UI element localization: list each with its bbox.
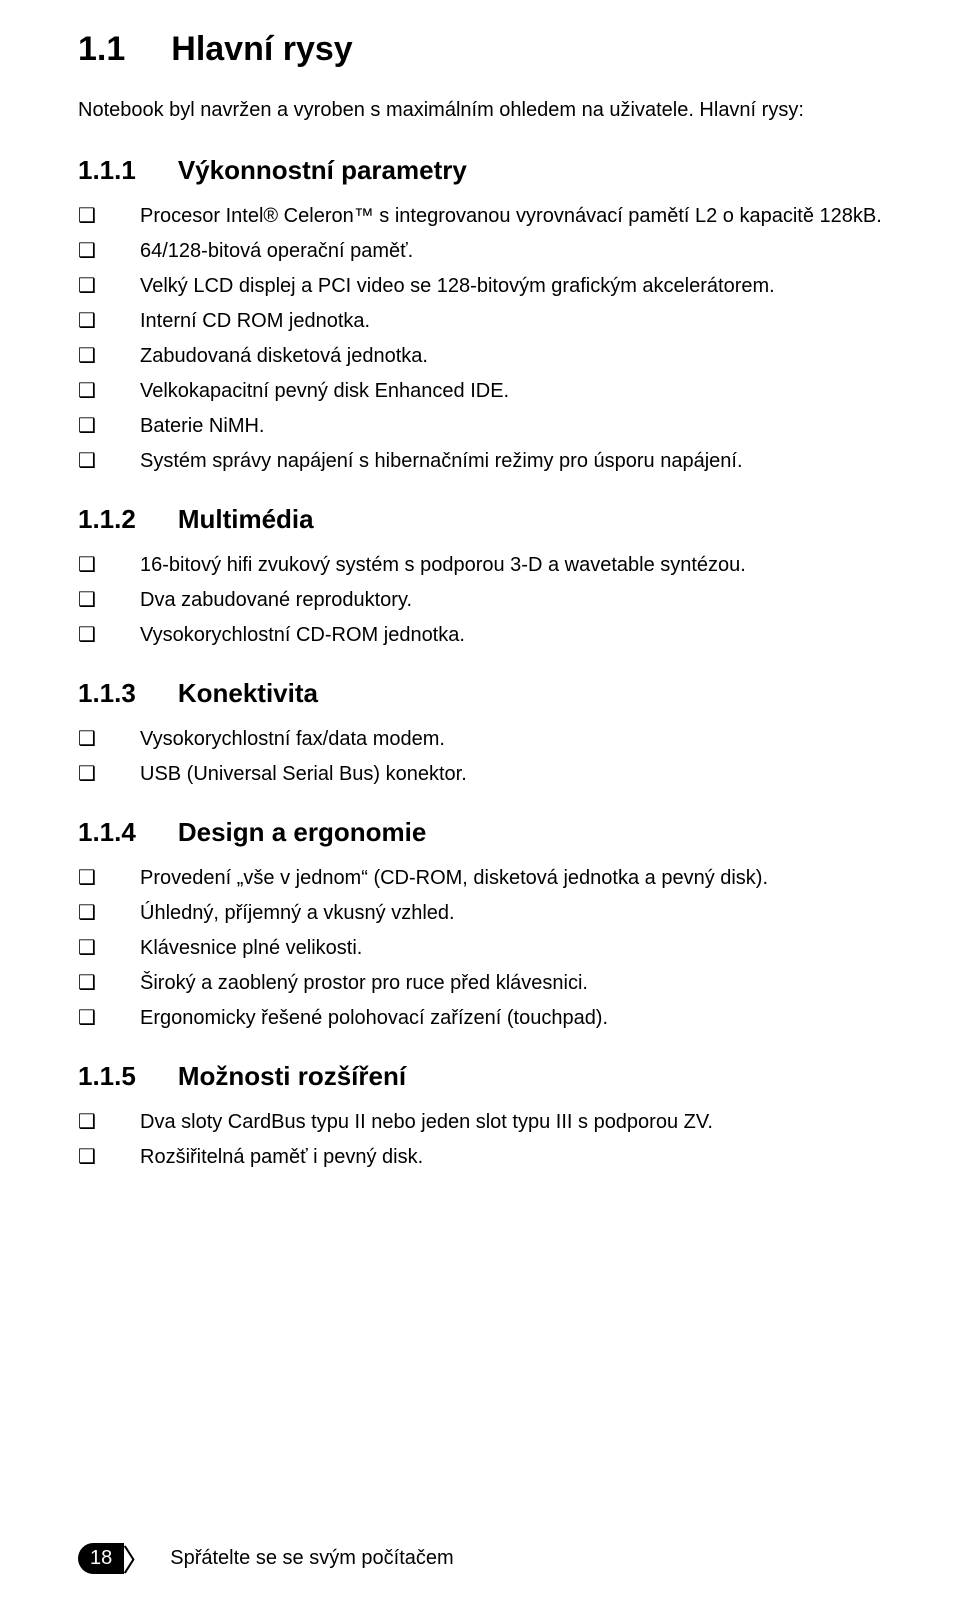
page-footer: 18 〉 Spřátelte se se svým počítačem <box>78 1536 454 1580</box>
section-heading: 1.1.5 Možnosti rozšíření <box>78 1061 912 1092</box>
section-list: 16-bitový hifi zvukový systém s podporou… <box>78 551 912 650</box>
section-title: Výkonnostní parametry <box>178 155 467 185</box>
list-item: Interní CD ROM jednotka. <box>78 307 912 336</box>
list-item: Velký LCD displej a PCI video se 128-bit… <box>78 272 912 301</box>
page-number: 18 <box>78 1543 124 1574</box>
footer-text: Spřátelte se se svým počítačem <box>170 1547 453 1570</box>
section-heading: 1.1.2 Multimédia <box>78 504 912 535</box>
section-number: 1.1.3 <box>78 678 136 708</box>
section-title: Design a ergonomie <box>178 817 427 847</box>
section-list: Vysokorychlostní fax/data modem. USB (Uni… <box>78 725 912 789</box>
list-item: Rozšiřitelná paměť i pevný disk. <box>78 1143 912 1172</box>
section-heading: 1.1.4 Design a ergonomie <box>78 817 912 848</box>
section-heading: 1.1.3 Konektivita <box>78 678 912 709</box>
section-list: Dva sloty CardBus typu II nebo jeden slo… <box>78 1108 912 1172</box>
section-number: 1.1.4 <box>78 817 136 847</box>
section-title: Multimédia <box>178 504 314 534</box>
heading-text: Hlavní rysy <box>171 30 352 68</box>
footer-decoration: 〉 <box>122 1536 152 1580</box>
list-item: USB (Universal Serial Bus) konektor. <box>78 760 912 789</box>
list-item: Procesor Intel® Celeron™ s integrovanou … <box>78 202 912 231</box>
section-number: 1.1.5 <box>78 1061 136 1091</box>
list-item: Ergonomicky řešené polohovací zařízení (… <box>78 1004 912 1033</box>
heading-number: 1.1 <box>78 30 125 68</box>
intro-paragraph: Notebook byl navržen a vyroben s maximál… <box>78 95 912 125</box>
section-title: Možnosti rozšíření <box>178 1061 406 1091</box>
section-list: Provedení „vše v jednom“ (CD-ROM, disket… <box>78 864 912 1033</box>
list-item: Velkokapacitní pevný disk Enhanced IDE. <box>78 377 912 406</box>
section-number: 1.1.2 <box>78 504 136 534</box>
list-item: Provedení „vše v jednom“ (CD-ROM, disket… <box>78 864 912 893</box>
list-item: Široký a zaoblený prostor pro ruce před … <box>78 969 912 998</box>
list-item: Zabudovaná disketová jednotka. <box>78 342 912 371</box>
list-item: 16-bitový hifi zvukový systém s podporou… <box>78 551 912 580</box>
list-item: Systém správy napájení s hibernačními re… <box>78 447 912 476</box>
list-item: Vysokorychlostní fax/data modem. <box>78 725 912 754</box>
list-item: 64/128-bitová operační paměť. <box>78 237 912 266</box>
section-list: Procesor Intel® Celeron™ s integrovanou … <box>78 202 912 476</box>
section-title: Konektivita <box>178 678 318 708</box>
list-item: Dva sloty CardBus typu II nebo jeden slo… <box>78 1108 912 1137</box>
list-item: Dva zabudované reproduktory. <box>78 586 912 615</box>
section-heading: 1.1.1 Výkonnostní parametry <box>78 155 912 186</box>
main-heading: 1.1 Hlavní rysy <box>78 30 912 69</box>
list-item: Úhledný, příjemný a vkusný vzhled. <box>78 899 912 928</box>
list-item: Vysokorychlostní CD-ROM jednotka. <box>78 621 912 650</box>
list-item: Baterie NiMH. <box>78 412 912 441</box>
section-number: 1.1.1 <box>78 155 136 185</box>
list-item: Klávesnice plné velikosti. <box>78 934 912 963</box>
